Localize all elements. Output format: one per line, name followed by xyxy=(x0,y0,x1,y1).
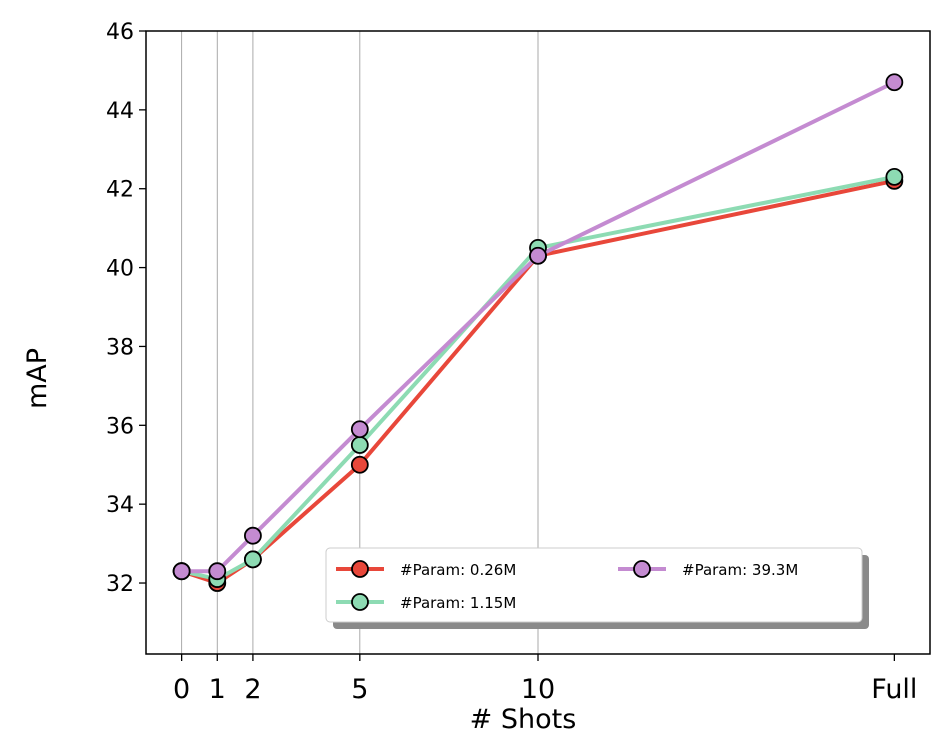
data-point xyxy=(172,562,191,581)
data-point xyxy=(885,167,904,186)
y-tick-label: 40 xyxy=(106,257,134,282)
y-tick-label: 38 xyxy=(106,335,134,360)
x-axis: 0 1 2 5 10 Full xyxy=(173,654,917,705)
legend: #Param: 0.26M #Param: 1.15M #Param: 39.3M xyxy=(325,547,869,629)
data-point xyxy=(244,526,262,545)
y-tick-label: 34 xyxy=(106,493,134,518)
x-tick-label: 10 xyxy=(521,674,555,705)
y-tick-label: 46 xyxy=(106,20,134,45)
y-tick-label: 42 xyxy=(106,178,134,203)
x-tick-label: 5 xyxy=(351,674,368,705)
data-point xyxy=(208,562,227,581)
y-tick-label: 44 xyxy=(106,99,134,124)
x-axis-title: # Shots xyxy=(470,704,577,735)
data-point xyxy=(529,246,547,265)
data-point xyxy=(350,455,369,474)
data-point xyxy=(350,420,369,439)
legend-swatch-marker xyxy=(633,560,651,578)
data-point xyxy=(350,436,369,454)
series-points xyxy=(172,73,904,592)
legend-label: #Param: 0.26M xyxy=(400,561,516,579)
legend-label: #Param: 1.15M xyxy=(400,594,516,612)
y-axis: 32 34 36 38 40 42 44 46 xyxy=(106,20,146,597)
x-tick-label: 0 xyxy=(173,674,190,705)
x-tick-label: Full xyxy=(871,674,917,705)
data-point xyxy=(244,550,262,569)
data-point xyxy=(885,73,904,92)
legend-swatch-marker xyxy=(351,593,369,611)
y-tick-label: 36 xyxy=(106,414,134,439)
x-tick-label: 1 xyxy=(209,674,226,705)
x-tick-label: 2 xyxy=(244,674,261,705)
y-axis-title: mAP xyxy=(22,348,53,409)
legend-label: #Param: 39.3M xyxy=(682,561,798,579)
y-tick-label: 32 xyxy=(106,572,134,597)
legend-box xyxy=(325,547,863,623)
legend-swatch-marker xyxy=(351,560,369,578)
